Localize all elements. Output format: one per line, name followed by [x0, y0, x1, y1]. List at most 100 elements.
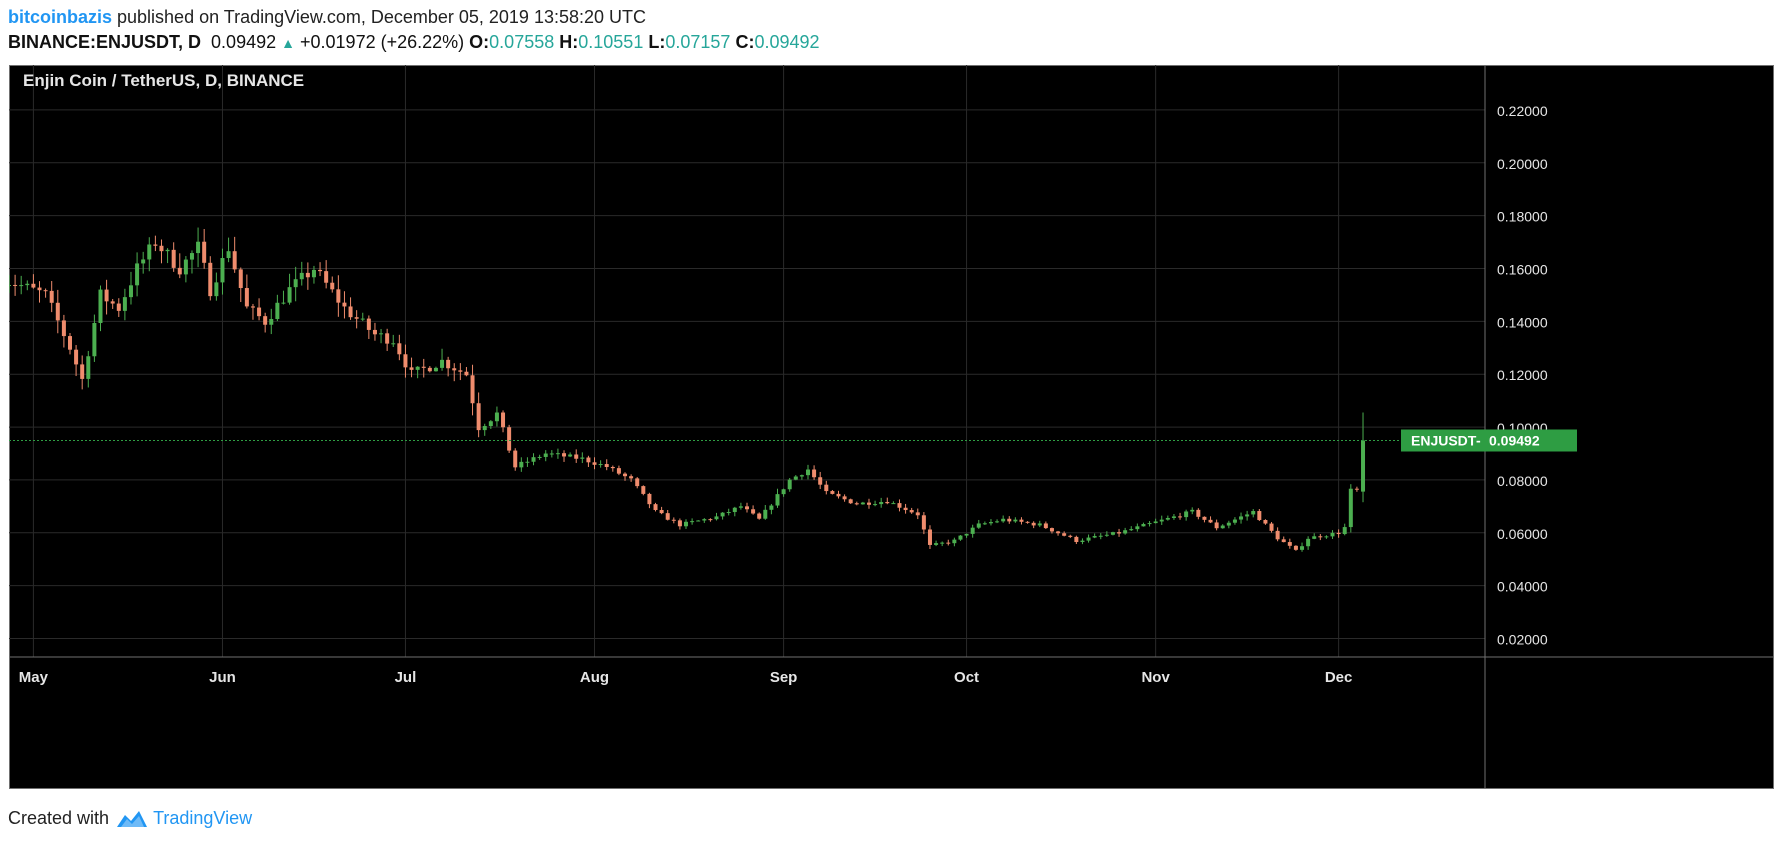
candle-body	[885, 502, 890, 504]
candle-body	[49, 290, 54, 303]
candle-body	[1123, 530, 1128, 534]
price-badge: ENJUSDT - 0.09492	[1401, 429, 1577, 452]
candle-body	[580, 457, 585, 459]
candle-body	[257, 307, 262, 317]
candle-body	[641, 486, 646, 494]
candle-body	[781, 489, 786, 495]
candle-body	[586, 457, 591, 463]
candle-body	[745, 506, 749, 510]
y-tick-label: 0.18000	[1497, 209, 1548, 225]
candle-body	[110, 301, 115, 304]
y-tick-label: 0.06000	[1497, 526, 1548, 542]
candle-body	[653, 504, 658, 511]
candle-body	[348, 306, 353, 318]
candle-body	[934, 543, 939, 545]
candle-body	[452, 368, 457, 371]
candle-body	[732, 507, 737, 513]
candle-body	[31, 283, 36, 288]
candle-body	[330, 282, 335, 290]
candlestick-chart[interactable]: 0.22000 0.20000 0.18000 0.16000 0.14000 0.120…	[9, 65, 1774, 789]
candle-body	[726, 512, 731, 514]
candle-body	[1178, 516, 1183, 518]
candle-body	[1275, 530, 1280, 540]
candle-body	[1043, 523, 1048, 529]
candle-body	[232, 251, 237, 270]
candle-body	[214, 282, 219, 297]
candle-body	[342, 302, 347, 307]
candle-body	[891, 503, 896, 505]
candle-body	[702, 519, 707, 521]
candle-body	[1202, 516, 1207, 520]
candle-body	[159, 245, 164, 252]
candle-body	[244, 288, 249, 307]
candle-body	[921, 515, 926, 530]
candle-body	[775, 494, 780, 506]
candle-body	[403, 354, 408, 368]
candle-body	[1062, 533, 1067, 536]
candle-body	[86, 356, 91, 379]
candle-body	[238, 269, 243, 289]
tradingview-logo-icon	[117, 810, 148, 827]
candle-body	[1098, 535, 1103, 537]
price-badge-dash: -	[1476, 432, 1481, 448]
y-tick-label: 0.22000	[1497, 103, 1548, 119]
candle-body	[909, 510, 914, 513]
candle-body	[543, 453, 548, 457]
created-with-text: Created with	[8, 808, 110, 828]
chart-grid	[9, 65, 1485, 657]
candle-body	[171, 249, 176, 268]
candle-body	[915, 512, 920, 516]
x-tick-label: Sep	[770, 669, 798, 686]
candle-body	[37, 287, 42, 291]
candle-body	[513, 450, 518, 468]
open-value: 0.07558	[489, 32, 555, 52]
candle-body	[354, 317, 359, 319]
candle-body	[629, 476, 634, 479]
y-tick-label: 0.08000	[1497, 473, 1548, 489]
candle-body	[1312, 536, 1317, 539]
candle-body	[1354, 488, 1359, 490]
candle-body	[1031, 522, 1036, 526]
candle-body	[824, 484, 829, 492]
candle-body	[763, 509, 768, 519]
candle-body	[1281, 539, 1286, 543]
y-tick-label: 0.04000	[1497, 579, 1548, 595]
candle-body	[458, 370, 463, 372]
low-value: 0.07157	[665, 32, 731, 52]
candle-body	[879, 502, 884, 505]
candle-body	[208, 262, 213, 297]
candle-body	[415, 366, 420, 370]
open-label: O:	[469, 32, 490, 52]
candle-body	[665, 513, 670, 520]
candle-body	[299, 272, 304, 280]
candle-body	[1336, 532, 1341, 535]
candle-body	[836, 493, 841, 497]
price-badge-label: ENJUSDT	[1411, 432, 1477, 448]
candle-body	[305, 272, 310, 278]
candle-body	[1287, 542, 1292, 546]
candle-body	[104, 289, 109, 302]
candle-body	[1147, 523, 1152, 525]
candle-body	[226, 251, 231, 259]
candle-body	[196, 241, 201, 254]
tradingview-link[interactable]: TradingView	[153, 808, 253, 828]
candle-body	[708, 519, 713, 521]
author-link[interactable]: bitcoinbazis	[8, 7, 113, 27]
candle-body	[13, 284, 18, 286]
candle-body	[372, 329, 377, 335]
candle-body	[379, 333, 384, 335]
candle-body	[1293, 545, 1298, 550]
candle-body	[189, 253, 194, 260]
candle-body	[1257, 511, 1262, 521]
x-tick-label: Nov	[1141, 669, 1170, 686]
low-label: L:	[648, 32, 666, 52]
candle-body	[946, 542, 951, 544]
x-tick-label: May	[19, 669, 49, 686]
candle-body	[269, 319, 274, 325]
candle-body	[903, 507, 908, 511]
candle-body	[391, 343, 396, 345]
candle-body	[1239, 516, 1244, 520]
y-tick-label: 0.02000	[1497, 632, 1548, 648]
publish-info: bitcoinbazis published on TradingView.co…	[8, 7, 646, 28]
candle-body	[275, 302, 280, 320]
